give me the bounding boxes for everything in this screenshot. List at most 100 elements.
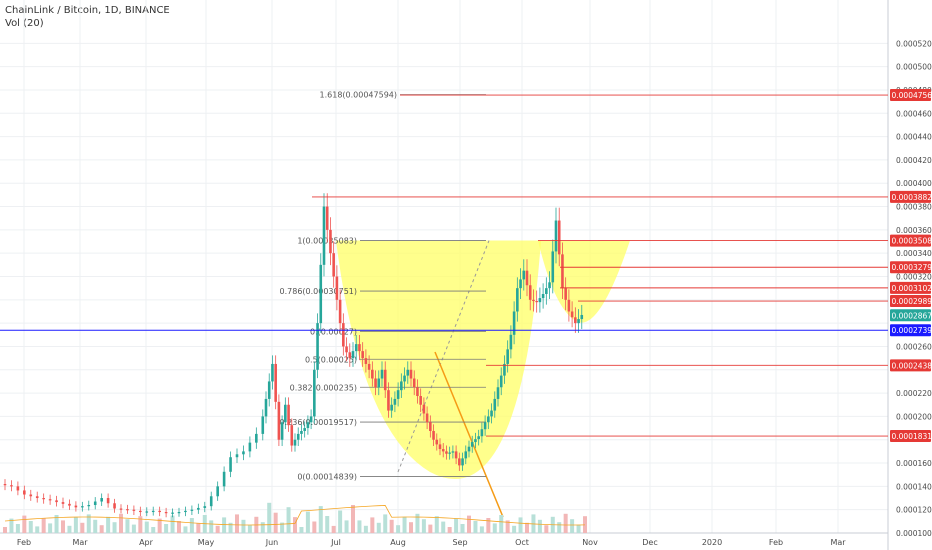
- candle-body: [74, 505, 78, 508]
- candle-body: [280, 422, 284, 440]
- price-tag-label: 0.00029897: [892, 297, 932, 306]
- volume-bar: [9, 518, 14, 533]
- candle-body: [87, 505, 91, 507]
- volume-bar: [299, 527, 304, 533]
- volume-bar: [454, 518, 459, 533]
- price-tag: [890, 234, 931, 247]
- drawing-overlay: 1.618(0.00047594)1(0.00035083)0.786(0.00…: [280, 91, 630, 518]
- volume-bar: [286, 507, 291, 533]
- volume-bar: [241, 519, 246, 533]
- candle-body: [512, 311, 516, 335]
- horizontal-lines: [0, 94, 888, 437]
- candle-body: [316, 323, 319, 370]
- x-tick-label: Nov: [582, 538, 598, 547]
- price-tag-label: 0.00018315: [892, 432, 932, 441]
- volume-bar: [177, 521, 181, 533]
- x-tick-label: Mar: [72, 538, 88, 547]
- volume-bar: [512, 525, 517, 533]
- candle-body: [335, 276, 339, 300]
- volume-bar: [383, 514, 388, 533]
- candle-body: [313, 369, 316, 417]
- volume-bar: [460, 524, 465, 533]
- volume-bar: [144, 521, 149, 533]
- candle-body: [503, 363, 506, 376]
- candle-body: [261, 416, 265, 434]
- candle-body: [380, 369, 384, 379]
- fib-level-label: 0.5(0.00025): [305, 355, 357, 364]
- candle-body: [496, 387, 500, 399]
- volume-bar: [228, 522, 233, 533]
- candle-body: [464, 451, 468, 459]
- volume-bar: [273, 512, 278, 533]
- candle-body: [561, 254, 564, 289]
- volume-bar: [106, 516, 111, 533]
- price-tag-label: 0.00031024: [892, 284, 932, 293]
- candle-body: [467, 446, 471, 452]
- volume-bar: [67, 525, 72, 533]
- volume-bar: [3, 527, 7, 533]
- y-tick-label: 0.00010000: [896, 529, 932, 538]
- candles: [3, 193, 584, 518]
- y-tick-label: 0.00016000: [896, 459, 932, 468]
- candle-body: [306, 422, 310, 429]
- x-tick-label: Jun: [265, 538, 279, 547]
- fib-level-label: 1.618(0.00047594): [320, 91, 398, 100]
- candle-body: [548, 282, 551, 289]
- volume-bar: [41, 518, 46, 533]
- volume-bar: [183, 526, 188, 533]
- y-tick-label: 0.00044000: [896, 133, 932, 142]
- volume-bar: [93, 519, 98, 533]
- price-tags: 0.00047565 0.00038826 0.00035081 0.00032794…: [890, 89, 932, 443]
- candle-body: [68, 503, 71, 506]
- candle-body: [422, 404, 426, 414]
- candle-body: [222, 471, 226, 487]
- candle-body: [532, 299, 535, 302]
- candle-body: [342, 323, 345, 347]
- candle-body: [429, 422, 432, 431]
- candle-body: [474, 439, 477, 443]
- candle-body: [332, 253, 335, 277]
- price-tag: [890, 295, 931, 308]
- candle-body: [483, 422, 487, 430]
- candle-body: [319, 264, 323, 324]
- candle-body: [29, 494, 33, 497]
- volume-bar: [479, 526, 484, 533]
- candle-body: [538, 298, 542, 303]
- candle-body: [425, 413, 429, 423]
- volume-bar: [344, 520, 349, 533]
- candle-body: [487, 416, 490, 423]
- candle-body: [338, 299, 342, 324]
- volume-bar: [48, 523, 53, 533]
- candle-body: [264, 398, 268, 417]
- volume-bar: [473, 521, 478, 533]
- candle-body: [419, 396, 422, 405]
- volume-bar: [99, 525, 104, 533]
- price-tag: [890, 430, 931, 443]
- volume-bar: [428, 524, 433, 533]
- y-tick-label: 0.00046000: [896, 109, 932, 118]
- candle-body: [300, 430, 303, 434]
- candle-body: [374, 378, 377, 388]
- candle-body: [303, 428, 306, 431]
- candle-body: [506, 349, 509, 364]
- candle-body: [93, 501, 97, 506]
- volume-bar: [209, 520, 214, 533]
- candle-body: [454, 451, 458, 459]
- candle-body: [406, 369, 410, 376]
- candle-body: [377, 378, 381, 388]
- candle-body: [3, 484, 7, 486]
- candle-body: [113, 503, 116, 509]
- candle-body: [209, 496, 213, 507]
- candle-body: [480, 429, 484, 437]
- candle-body: [477, 436, 480, 440]
- candle-body: [551, 251, 555, 283]
- candle-body: [461, 458, 464, 466]
- candle-body: [151, 510, 155, 513]
- candle-body: [16, 486, 20, 491]
- volume-bar: [15, 524, 20, 533]
- candle-body: [184, 510, 187, 513]
- volume-bar: [434, 516, 439, 533]
- volume-bar: [486, 518, 491, 533]
